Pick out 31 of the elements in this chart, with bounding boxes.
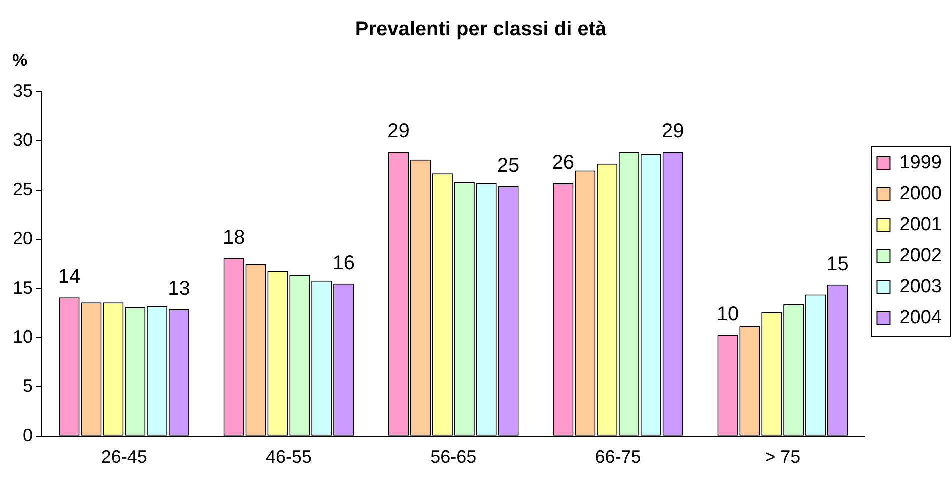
data-label: 16 bbox=[332, 252, 355, 274]
y-tick-label: 5 bbox=[23, 376, 34, 396]
x-tick-label: 56-65 bbox=[430, 447, 477, 468]
chart-title: Prevalenti per classi di età bbox=[355, 18, 608, 41]
data-label: 14 bbox=[58, 266, 81, 288]
y-tick-label: 20 bbox=[12, 228, 34, 249]
y-axis-title: % bbox=[12, 51, 28, 70]
data-label: 13 bbox=[168, 278, 190, 300]
legend-label: 1999 bbox=[900, 152, 942, 174]
legend-label: 2000 bbox=[900, 184, 942, 205]
data-label: 29 bbox=[662, 120, 684, 143]
y-tick-label: 30 bbox=[12, 130, 34, 150]
data-label: 26 bbox=[552, 152, 575, 174]
y-tick-label: 10 bbox=[12, 326, 34, 347]
data-label: 15 bbox=[826, 253, 849, 276]
y-tick-label: 35 bbox=[12, 80, 34, 101]
x-tick-label: > 75 bbox=[765, 447, 801, 468]
x-tick-label: 26-45 bbox=[101, 447, 148, 468]
y-tick-label: 0 bbox=[23, 425, 34, 446]
x-tick-label: 46-55 bbox=[266, 447, 312, 468]
legend-label: 2001 bbox=[900, 214, 942, 236]
data-label: 29 bbox=[388, 120, 410, 143]
data-label: 10 bbox=[716, 304, 740, 326]
y-tick-label: 15 bbox=[12, 278, 34, 298]
legend-label: 2002 bbox=[900, 246, 942, 267]
data-label: 25 bbox=[497, 154, 520, 177]
y-tick-label: 25 bbox=[12, 179, 34, 200]
legend-label: 2004 bbox=[900, 308, 942, 329]
legend-label: 2003 bbox=[900, 276, 942, 298]
data-label: 18 bbox=[222, 226, 246, 249]
x-tick-label: 66-75 bbox=[595, 447, 642, 468]
